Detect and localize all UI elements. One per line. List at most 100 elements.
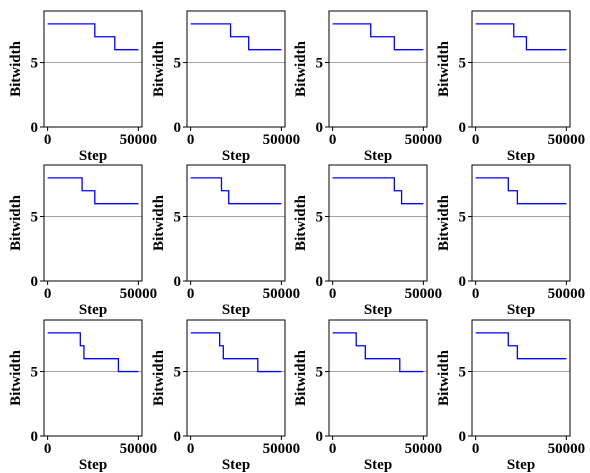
x-tick-label: 0 <box>472 441 480 457</box>
x-axis-label: Step <box>364 148 392 164</box>
axes-frame <box>328 164 428 282</box>
axes-frame <box>43 10 143 128</box>
subplot-7: 0 5 0 50000 Step Bitwidth <box>293 164 443 318</box>
x-tick-label: 50000 <box>120 286 158 302</box>
y-tick-label: 0 <box>459 274 467 290</box>
bitwidth-step-line <box>190 332 282 373</box>
y-axis-label: Bitwidth <box>436 349 452 406</box>
y-axis-label: Bitwidth <box>293 349 309 406</box>
y-tick-label: 0 <box>174 429 182 445</box>
x-tick-label: 0 <box>329 132 337 148</box>
y-tick-label: 5 <box>459 365 467 381</box>
x-tick-label: 50000 <box>548 132 586 148</box>
y-tick-label: 5 <box>174 210 182 226</box>
x-axis-label: Step <box>222 302 250 318</box>
x-tick-label: 0 <box>44 132 52 148</box>
x-tick-label: 50000 <box>405 441 443 457</box>
y-tick-label: 0 <box>174 274 182 290</box>
subplot-4: 0 5 0 50000 Step Bitwidth <box>436 10 586 164</box>
y-tick-label: 5 <box>31 365 39 381</box>
subplot-1: 0 5 0 50000 Step Bitwidth <box>8 10 158 164</box>
subplot-5: 0 5 0 50000 Step Bitwidth <box>8 164 158 318</box>
x-tick-label: 0 <box>187 441 195 457</box>
x-axis-label: Step <box>222 457 250 473</box>
x-tick-label: 50000 <box>548 286 586 302</box>
x-axis-label: Step <box>364 302 392 318</box>
axes-frame <box>186 10 286 128</box>
bitwidth-step-line <box>332 332 424 373</box>
bitwidth-step-line <box>47 177 139 205</box>
x-tick-label: 50000 <box>120 441 158 457</box>
y-tick-label: 5 <box>31 56 39 72</box>
bitwidth-step-line <box>332 177 424 205</box>
x-tick-label: 50000 <box>548 441 586 457</box>
x-axis-label: Step <box>79 148 107 164</box>
y-tick-label: 5 <box>459 56 467 72</box>
subplot-10: 0 5 0 50000 Step Bitwidth <box>151 319 301 473</box>
y-tick-label: 0 <box>31 429 39 445</box>
x-tick-label: 0 <box>187 286 195 302</box>
y-axis-label: Bitwidth <box>151 349 167 406</box>
y-tick-label: 5 <box>316 56 324 72</box>
y-axis-label: Bitwidth <box>8 349 24 406</box>
bitwidth-step-line <box>47 332 139 373</box>
x-tick-label: 50000 <box>263 132 301 148</box>
y-tick-label: 0 <box>459 120 467 136</box>
subplot-12: 0 5 0 50000 Step Bitwidth <box>436 319 586 473</box>
y-axis-label: Bitwidth <box>293 194 309 251</box>
subplot-9: 0 5 0 50000 Step Bitwidth <box>8 319 158 473</box>
y-tick-label: 0 <box>316 120 324 136</box>
axes-frame <box>471 10 571 128</box>
axes-frame <box>186 164 286 282</box>
y-tick-label: 0 <box>316 429 324 445</box>
bitwidth-step-line <box>475 23 567 51</box>
x-axis-label: Step <box>79 302 107 318</box>
y-tick-label: 5 <box>31 210 39 226</box>
x-tick-label: 0 <box>329 441 337 457</box>
y-tick-label: 0 <box>459 429 467 445</box>
y-axis-label: Bitwidth <box>436 194 452 251</box>
x-axis-label: Step <box>507 302 535 318</box>
bitwidth-step-line <box>47 23 139 51</box>
x-tick-label: 50000 <box>263 441 301 457</box>
x-axis-label: Step <box>507 457 535 473</box>
axes-frame <box>328 319 428 437</box>
x-tick-label: 0 <box>44 441 52 457</box>
x-tick-label: 0 <box>472 286 480 302</box>
axes-frame <box>186 319 286 437</box>
y-axis-label: Bitwidth <box>436 40 452 97</box>
subplot-3: 0 5 0 50000 Step Bitwidth <box>293 10 443 164</box>
y-tick-label: 5 <box>174 56 182 72</box>
bitwidth-step-line <box>332 23 424 51</box>
x-tick-label: 0 <box>44 286 52 302</box>
axes-frame <box>471 319 571 437</box>
subplot-11: 0 5 0 50000 Step Bitwidth <box>293 319 443 473</box>
y-tick-label: 0 <box>31 120 39 136</box>
x-tick-label: 0 <box>472 132 480 148</box>
y-tick-label: 0 <box>174 120 182 136</box>
bitwidth-step-line <box>190 23 282 51</box>
bitwidth-step-line <box>190 177 282 205</box>
x-tick-label: 0 <box>329 286 337 302</box>
bitwidth-step-line <box>475 332 567 360</box>
y-tick-label: 0 <box>31 274 39 290</box>
x-tick-label: 50000 <box>263 286 301 302</box>
y-axis-label: Bitwidth <box>151 40 167 97</box>
x-tick-label: 50000 <box>405 286 443 302</box>
x-tick-label: 50000 <box>120 132 158 148</box>
axes-frame <box>328 10 428 128</box>
y-tick-label: 5 <box>316 365 324 381</box>
subplot-8: 0 5 0 50000 Step Bitwidth <box>436 164 586 318</box>
y-tick-label: 5 <box>174 365 182 381</box>
x-tick-label: 50000 <box>405 132 443 148</box>
x-tick-label: 0 <box>187 132 195 148</box>
y-axis-label: Bitwidth <box>151 194 167 251</box>
axes-frame <box>43 164 143 282</box>
axes-frame <box>471 164 571 282</box>
subplot-6: 0 5 0 50000 Step Bitwidth <box>151 164 301 318</box>
x-axis-label: Step <box>507 148 535 164</box>
y-axis-label: Bitwidth <box>293 40 309 97</box>
x-axis-label: Step <box>79 457 107 473</box>
y-tick-label: 5 <box>459 210 467 226</box>
